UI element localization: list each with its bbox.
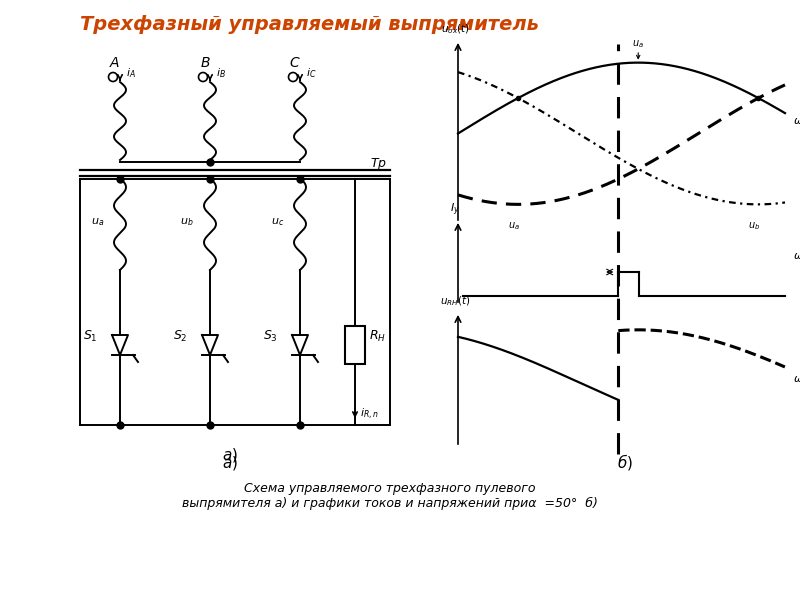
Text: $u_c$: $u_c$	[270, 216, 284, 228]
Text: Трехфазный управляемый выпрямитель: Трехфазный управляемый выпрямитель	[81, 15, 539, 34]
Text: $u_a$: $u_a$	[632, 38, 644, 50]
Text: выпрямителя а) и графики токов и напряжений приα  =50°  б): выпрямителя а) и графики токов и напряже…	[182, 497, 598, 510]
Text: $i_B$: $i_B$	[216, 66, 226, 80]
Text: $R_H$: $R_H$	[369, 329, 386, 344]
Text: $u_{RH}(t)$: $u_{RH}(t)$	[440, 294, 470, 308]
Text: $B$: $B$	[200, 56, 210, 70]
Text: $u_a$: $u_a$	[90, 216, 104, 228]
Text: $u_a$: $u_a$	[508, 220, 520, 232]
Text: $\omega t$: $\omega t$	[793, 372, 800, 384]
Text: $S_1$: $S_1$	[83, 329, 98, 344]
Text: $A$: $A$	[110, 56, 121, 70]
Text: $Тp$: $Тp$	[370, 156, 387, 172]
Text: $i_{R,n}$: $i_{R,n}$	[360, 407, 379, 422]
Text: $i_C$: $i_C$	[306, 66, 317, 80]
Text: $б)$: $б)$	[617, 451, 633, 472]
Text: $\omega t$: $\omega t$	[793, 249, 800, 261]
Bar	[345, 326, 365, 364]
Text: $I_y$: $I_y$	[450, 202, 460, 218]
Text: $u_b$: $u_b$	[181, 216, 194, 228]
Text: $C$: $C$	[289, 56, 301, 70]
Text: Схема управляемого трехфазного пулевого: Схема управляемого трехфазного пулевого	[244, 482, 536, 495]
Text: $а)$: $а)$	[222, 446, 238, 464]
Text: $S_2$: $S_2$	[174, 329, 188, 344]
Text: $S_3$: $S_3$	[263, 329, 278, 344]
Text: $\omega t$: $\omega t$	[793, 113, 800, 125]
Text: $u_b$: $u_b$	[748, 220, 761, 232]
Text: $i_A$: $i_A$	[126, 66, 136, 80]
Text: $а)$: $а)$	[222, 454, 238, 472]
Text: $u_{ox}(t)$: $u_{ox}(t)$	[441, 22, 470, 36]
